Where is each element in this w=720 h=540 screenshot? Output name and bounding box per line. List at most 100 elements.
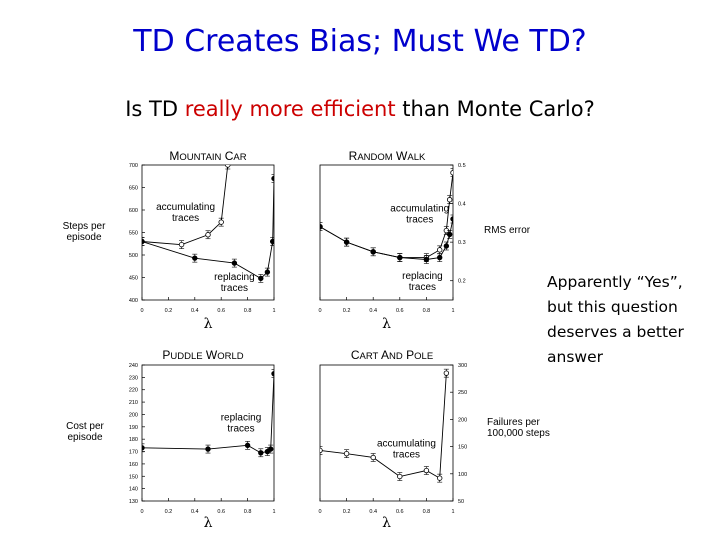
chart-title-letter: W [206,348,218,362]
chart-annotation-line: traces [409,282,436,293]
chart-annotation: accumulating traces [156,202,215,224]
x-tick-label: 0 [140,509,143,515]
series-0 [320,368,450,483]
y-tick-label: 500 [129,253,138,259]
y-tick-label: 140 [129,487,138,493]
chart-title-letter: P [406,348,414,362]
chart-title-letters: ND [389,351,403,362]
side-note: Apparently “Yes”, but this question dese… [547,273,684,366]
chart-annotation-line: traces [172,213,199,224]
data-point [268,446,274,452]
x-tick-label: 0.2 [343,308,351,314]
data-point [437,475,443,481]
x-tick-label: 0.8 [244,509,252,515]
y-tick-label: 0.4 [458,202,466,208]
y-tick-label: 180 [129,437,138,443]
data-point [443,243,450,249]
slide-subtitle: Is TD really more efficient than Monte C… [0,97,720,121]
chart-title-letters: ANDOM [357,152,392,163]
chart-annotation-line: accumulating [377,439,436,450]
data-point [269,238,274,245]
x-tick-label: 0.4 [369,308,377,314]
chart-title-letters: ALK [407,152,426,163]
data-point [258,450,264,456]
chart-title: PUDDLE WORLD [162,348,243,362]
chart-annotation-line: traces [227,424,254,435]
data-point [397,254,403,261]
chart-annotation: replacing traces [402,271,443,293]
y-tick-label: 650 [129,186,138,192]
x-tick-label: 0.8 [423,308,431,314]
chart-title: CART AND POLE [351,348,433,362]
y-axis-label-line: episode [66,232,101,243]
y-tick-label: 190 [129,425,138,431]
y-axis-label: Failures per 100,000 steps [487,417,550,439]
y-tick-label: 230 [129,375,138,381]
data-point [397,473,403,480]
subtitle-part-1: Is TD [125,97,185,121]
y-tick-label: 200 [458,417,467,423]
y-tick-label: 130 [129,499,138,505]
data-point [423,467,430,474]
x-tick-label: 0.2 [343,509,351,515]
chart-title-letter: W [396,149,408,163]
series-1 [320,214,453,264]
chart-annotation: accumulating traces [390,203,449,225]
data-point [192,255,198,261]
chart-annotation-line: accumulating [156,202,215,213]
y-tick-label: 150 [458,445,467,451]
y-tick-label: 300 [458,363,467,369]
data-point [450,170,453,176]
y-tick-label: 250 [458,390,467,396]
data-point [218,219,224,225]
y-tick-label: 170 [129,450,138,456]
data-point [225,165,231,168]
y-axis-label-line: Cost per [66,421,104,432]
data-point [370,249,376,255]
chart-1: RANDOM WALK 0 0.2 0.4 0.6 0.8 1 λ 0.2 0.3 0.4 0.5 RM… [318,149,531,332]
data-point [370,454,376,461]
x-axis-label: λ [204,515,213,531]
data-point [450,216,453,222]
chart-title: RANDOM WALK [349,149,426,163]
series-0 [142,369,274,458]
data-point [178,241,185,248]
x-tick-label: 0 [318,509,321,515]
y-tick-label: 160 [129,462,138,468]
series-line [320,373,447,479]
y-tick-label: 0.2 [458,279,466,285]
y-tick-label: 50 [458,499,464,505]
x-tick-label: 1 [272,308,275,314]
x-tick-label: 1 [451,308,454,314]
x-tick-label: 1 [272,509,275,515]
data-point [343,239,350,245]
y-tick-label: 700 [129,163,138,169]
y-axis-label: Steps per episode [63,221,106,243]
chart-title-letters: OUNTAIN [179,152,221,163]
chart-frame [141,364,275,502]
y-tick-label: 150 [129,474,138,480]
data-point [231,260,238,266]
y-axis-label-line: 100,000 steps [487,428,550,439]
x-tick-label: 0.2 [165,509,173,515]
y-axis-label: RMS error [484,225,531,236]
data-point [343,450,350,457]
chart-annotation: replacing traces [221,413,262,435]
chart-annotation: replacing traces [214,272,255,294]
y-tick-label: 200 [129,412,138,418]
chart-title-letters: AR [233,152,246,163]
y-tick-label: 240 [129,363,138,369]
y-axis-label-line: Steps per [63,221,106,232]
x-tick-label: 0.4 [369,509,377,515]
y-axis-label-line: Failures per [487,417,540,428]
x-tick-label: 0.4 [191,308,199,314]
chart-annotation-line: traces [406,214,433,225]
data-point [437,247,443,253]
x-tick-label: 0 [140,308,143,314]
series-1 [142,174,274,283]
y-tick-label: 210 [129,400,138,406]
x-tick-label: 0.6 [217,509,225,515]
y-tick-label: 550 [129,231,138,237]
x-tick-label: 0.6 [396,308,404,314]
